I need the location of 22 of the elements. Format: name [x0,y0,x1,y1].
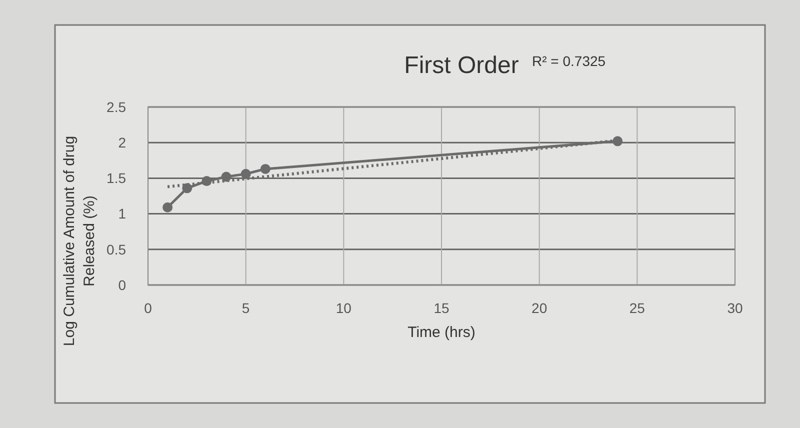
y-tick-label: 2.5 [106,98,126,115]
y-tick-label: 2 [118,134,126,150]
x-tick-label: 25 [629,300,646,316]
x-tick-label: 0 [144,300,152,316]
y-tick-label: 0 [118,276,126,293]
y-tick-label: 1 [118,206,126,222]
x-tick-label: 5 [242,300,250,316]
x-tick-label: 10 [336,300,352,316]
point [612,136,623,146]
x-tick-label: 15 [434,300,450,316]
text: R² = 0.7325 [532,53,606,69]
x-tick-label: 20 [532,300,548,316]
point [221,172,232,182]
chart-title: First Order [404,52,519,79]
y-tick-label: 0.5 [106,241,126,258]
point [260,164,270,174]
y-axis-title: Log Cumulative Amount of drug Released (%) [61,136,98,346]
point [240,168,251,179]
x-tick-label: 30 [727,300,743,316]
y-tick-label: 1.5 [106,170,126,186]
x-axis-title: Time (hrs) [408,324,476,341]
point [162,202,173,212]
